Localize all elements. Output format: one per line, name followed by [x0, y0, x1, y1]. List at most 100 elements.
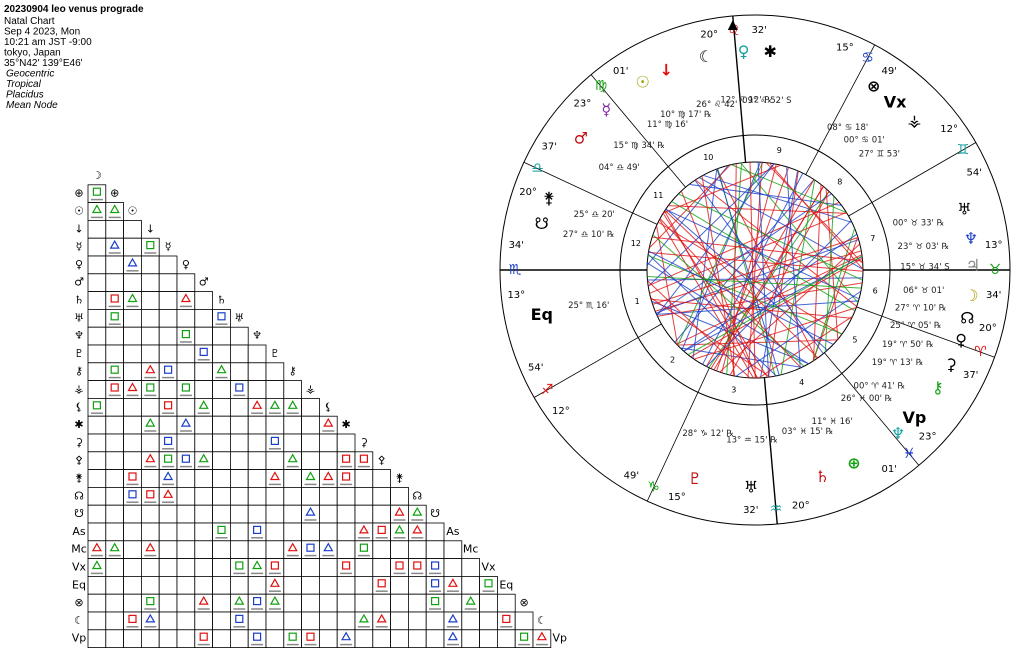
- aspect-symbol: [270, 561, 279, 570]
- aspect-symbol: [181, 454, 190, 463]
- grid-cell: [140, 558, 160, 577]
- grid-diagonal-label: ☾: [537, 614, 547, 627]
- grid-cell: [301, 593, 320, 613]
- grid-cell: [301, 486, 320, 506]
- grid-diagonal-label: ☿: [165, 240, 172, 253]
- grid-diagonal-label: ☋: [430, 507, 440, 520]
- aspect-symbol: [164, 365, 173, 374]
- grid-row-label: ☉: [74, 205, 84, 218]
- grid-diagonal-label: As: [446, 525, 460, 538]
- aspect-line: [665, 208, 828, 351]
- aspect-symbol: [198, 400, 209, 409]
- house-cusp: [590, 74, 686, 188]
- grid-cell: [372, 540, 391, 559]
- grid-cell: [105, 593, 125, 613]
- grid-cell: [229, 326, 249, 346]
- aspect-symbol: [163, 471, 174, 481]
- grid-cell: [176, 611, 196, 631]
- grid-cell: [105, 558, 125, 577]
- grid-cell: [212, 415, 231, 435]
- planet-position: 19° ♈ 13' ℞: [872, 358, 924, 368]
- grid-cell: [123, 593, 142, 613]
- planet-glyph: ☾: [699, 47, 713, 66]
- grid-diagonal-label: ♄: [217, 294, 227, 307]
- aspect-line: [721, 164, 777, 373]
- grid-cell: [123, 397, 142, 417]
- grid-cell: [105, 397, 125, 417]
- aspect-line: [716, 168, 780, 376]
- grid-cell: [87, 576, 107, 595]
- aspect-symbol: [394, 524, 405, 534]
- grid-cell: [123, 237, 142, 257]
- aspect-symbol: [502, 614, 511, 624]
- aspect-symbol: [198, 453, 209, 463]
- grid-cell: [176, 504, 196, 524]
- planet-glyph: ♀: [738, 42, 750, 61]
- grid-cell: [87, 451, 107, 470]
- house-cusp: [805, 44, 876, 175]
- grid-cell: [194, 469, 214, 488]
- planet-position: 03° ♓ 15' ℞: [782, 427, 834, 437]
- grid-row-label: ⊕: [74, 187, 83, 200]
- grid-cell: [229, 415, 249, 435]
- house-number: 12: [631, 239, 641, 248]
- house-number: 2: [670, 355, 675, 364]
- planet-position: 15° ♉ 34' S: [900, 263, 949, 273]
- grid-cell: [318, 451, 338, 470]
- planet-glyph: ☽: [964, 286, 978, 305]
- aspect-symbol: [447, 631, 458, 641]
- grid-cell: [318, 576, 338, 595]
- grid-cell: [247, 611, 267, 631]
- cusp-degree: 15°: [668, 492, 686, 503]
- aspect-line: [706, 220, 852, 367]
- aspect-symbol: [305, 471, 316, 481]
- grid-diagonal-label: Eq: [499, 578, 513, 591]
- aspect-line: [648, 250, 834, 345]
- aspect-symbol: [109, 239, 120, 249]
- grid-cell: [87, 219, 107, 239]
- grid-cell: [283, 558, 302, 577]
- grid-cell: [229, 469, 249, 488]
- grid-cell: [105, 433, 125, 453]
- grid-cell: [105, 486, 125, 506]
- grid-cell: [247, 504, 267, 524]
- planet-position: 23° ♉ 03' ℞: [898, 242, 950, 252]
- aspect-symbol: [145, 542, 156, 552]
- cusp-sign: ♒: [770, 501, 783, 517]
- grid-cell: [229, 362, 249, 381]
- aspect-symbol: [342, 561, 351, 570]
- aspect-symbol: [146, 490, 155, 499]
- grid-row-label: ⚳: [75, 436, 83, 449]
- aspect-symbol: [431, 561, 440, 570]
- cusp-degree: 20°: [700, 29, 718, 40]
- grid-cell: [354, 576, 374, 595]
- aspect-symbol: [306, 543, 315, 552]
- house-number: 11: [653, 191, 663, 200]
- grid-cell: [372, 486, 391, 506]
- aspect-symbol: [269, 400, 280, 409]
- grid-cell: [158, 522, 178, 542]
- aspect-symbol: [199, 632, 208, 641]
- aspect-symbol: [109, 204, 120, 214]
- grid-diagonal-label: ↓: [146, 222, 155, 235]
- grid-diagonal-label: ♇: [270, 347, 280, 360]
- grid-cell: [158, 380, 178, 399]
- grid-cell: [283, 611, 302, 631]
- grid-cell: [247, 486, 267, 506]
- planet-glyph: ☿: [601, 100, 611, 119]
- grid-row-label: ♂: [74, 276, 84, 289]
- house-number: 1: [635, 297, 640, 306]
- house-cusp: [824, 352, 920, 466]
- grid-cell: [176, 593, 196, 613]
- grid-diagonal-label: ✱: [341, 418, 350, 431]
- grid-cell: [229, 451, 249, 470]
- aspect-line: [655, 239, 859, 314]
- house-cusp: [848, 142, 977, 217]
- grid-cell: [407, 629, 427, 648]
- grid-cell: [372, 558, 391, 577]
- grid-row-label: ☿: [76, 240, 83, 253]
- grid-cell: [176, 362, 196, 381]
- cusp-sign: ♍: [594, 78, 607, 94]
- grid-diagonal-label: ⚶: [306, 383, 315, 396]
- aspect-symbol: [359, 454, 368, 463]
